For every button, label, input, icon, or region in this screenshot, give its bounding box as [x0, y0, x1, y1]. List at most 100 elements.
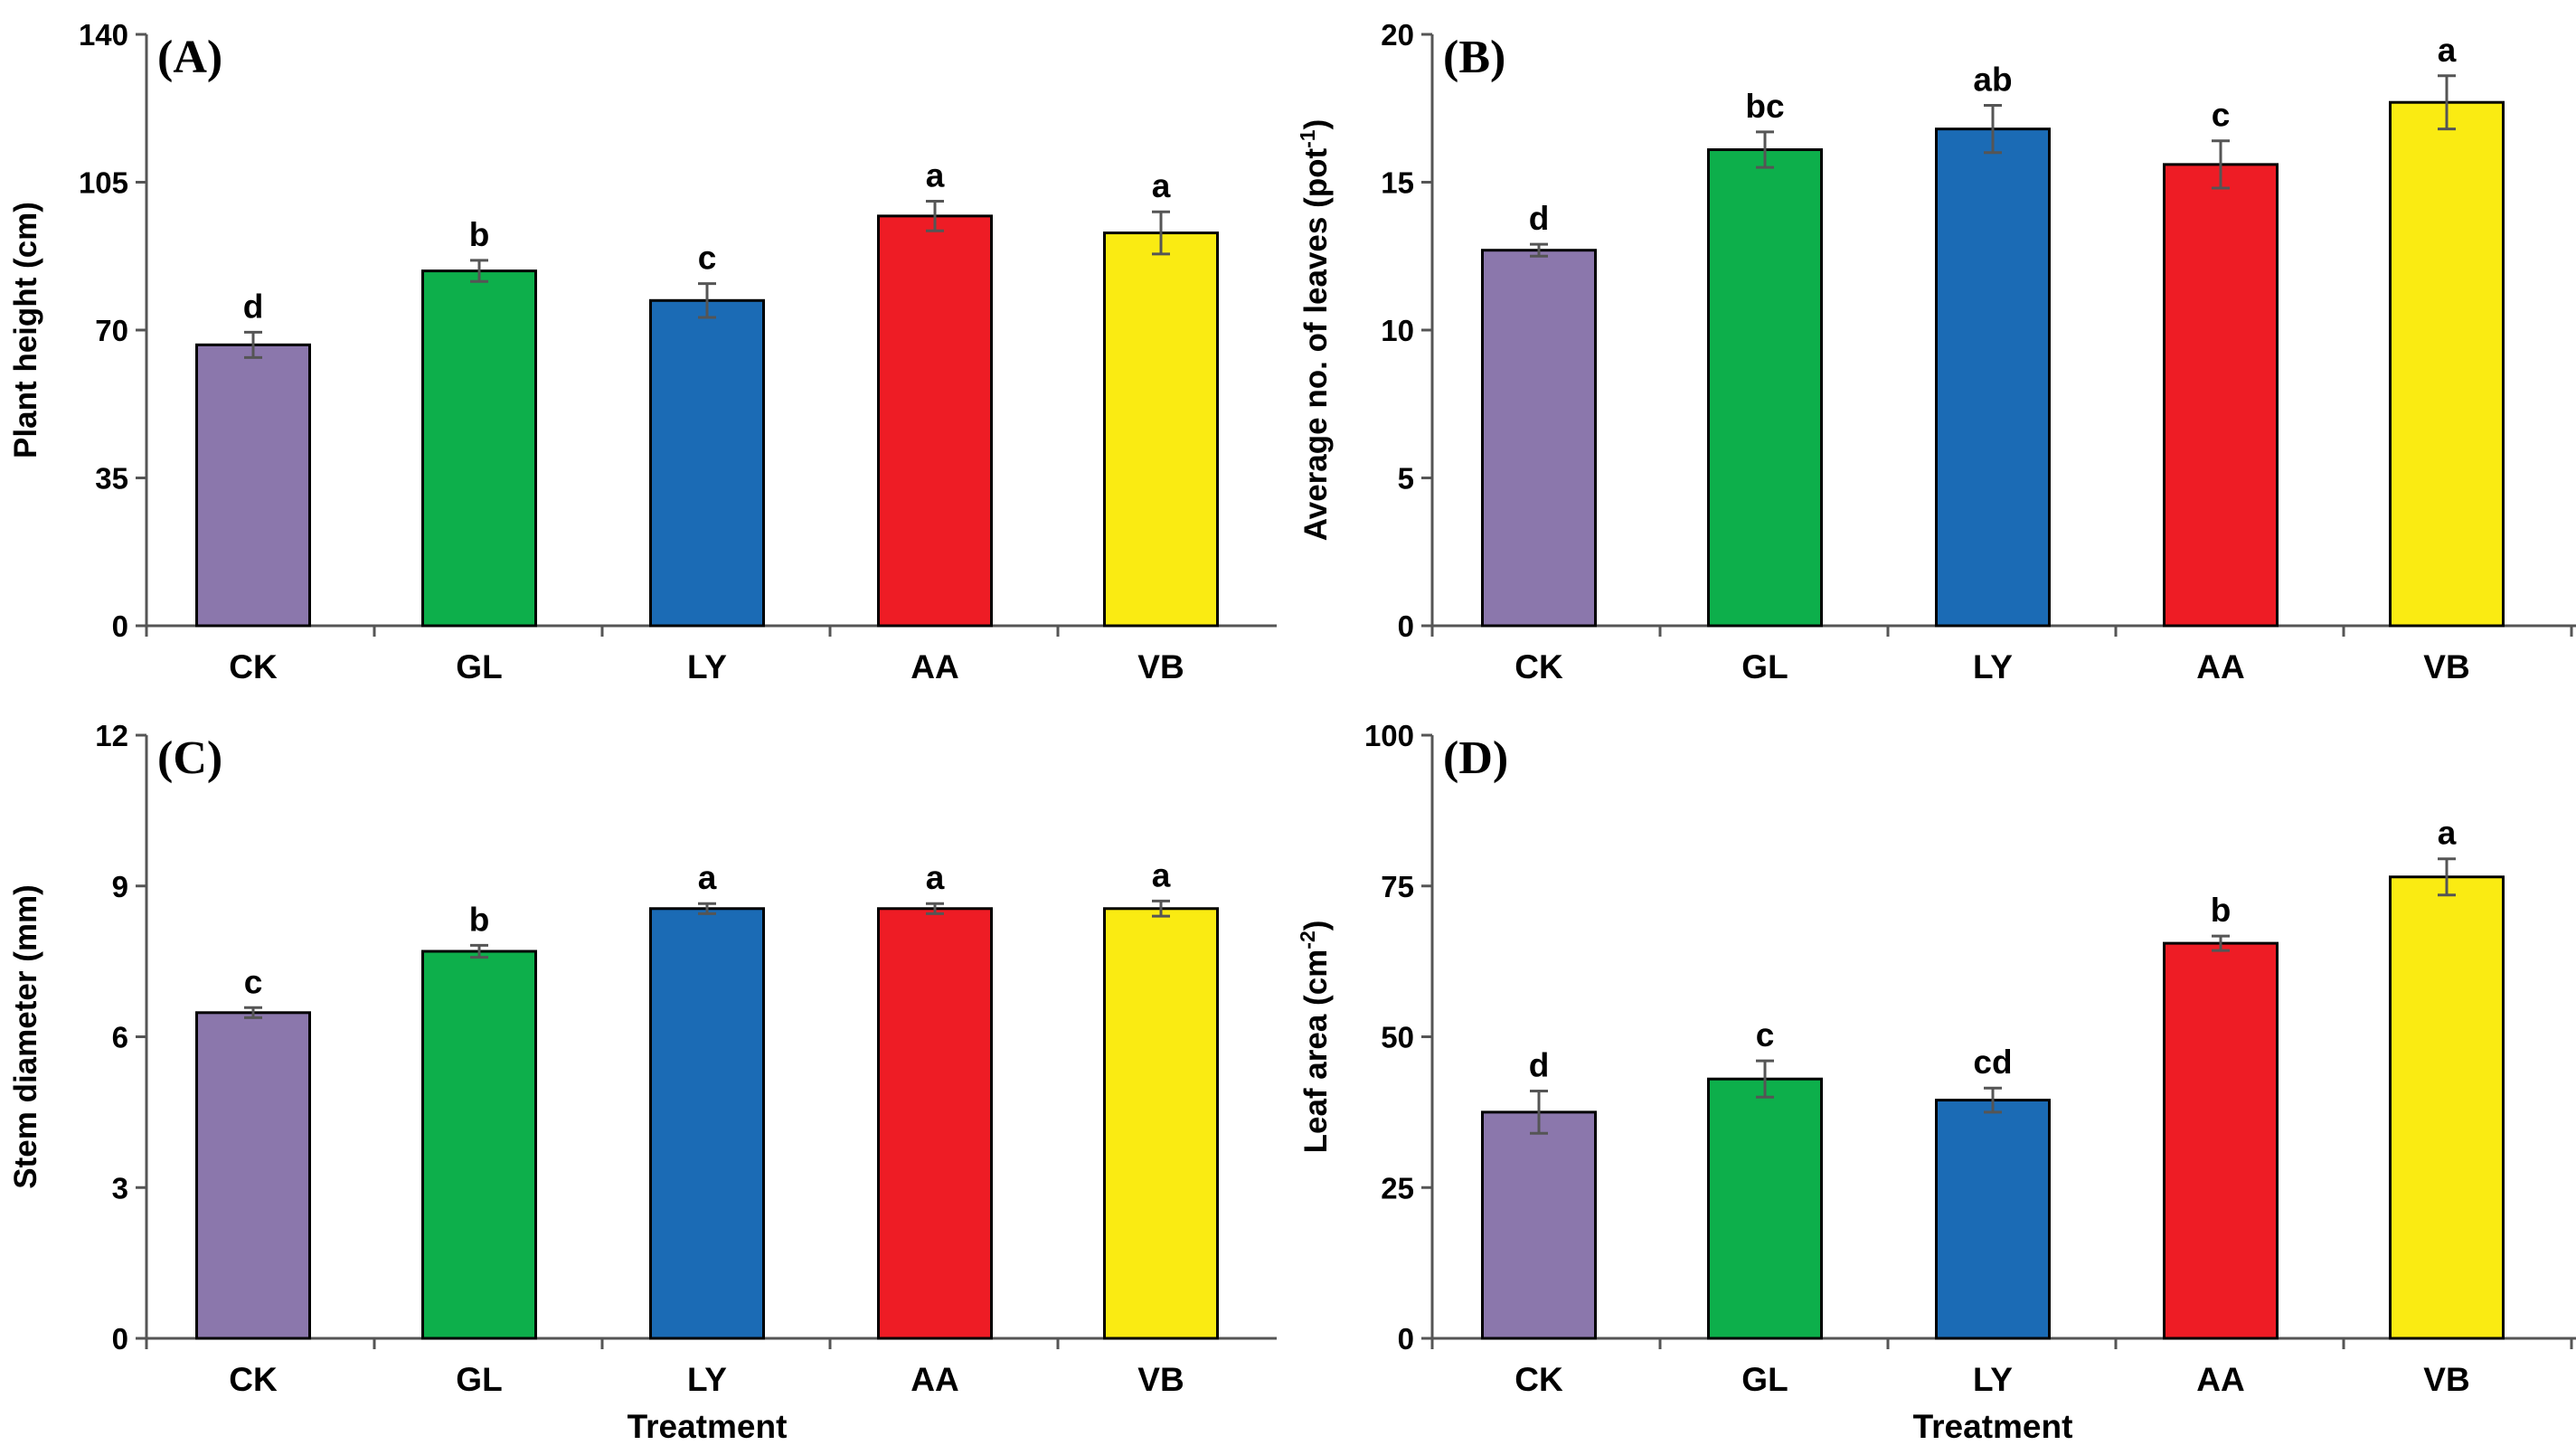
significance-letter: cd [1973, 1044, 2012, 1081]
x-category-label: AA [911, 1361, 958, 1398]
y-tick-label: 25 [1381, 1171, 1414, 1205]
y-tick-label: 100 [1364, 719, 1414, 752]
error-bar-aa [2212, 934, 2230, 952]
y-tick-label: 0 [112, 1322, 128, 1356]
chart-svg-1: 0 35 70 105 140 d CK b GL c LY a AA a VB (A) Plant heigh… [8, 18, 1277, 685]
error-bar-gl [470, 943, 488, 959]
y-tick-label: 20 [1381, 18, 1414, 52]
y-tick-label: 0 [1398, 609, 1414, 643]
bar-ck [1481, 249, 1597, 628]
x-category-label: GL [456, 648, 502, 685]
bar-aa [2163, 941, 2279, 1340]
significance-letter: a [2438, 815, 2457, 852]
x-category-label: GL [456, 1361, 502, 1398]
error-bar-gl [1756, 130, 1774, 169]
chart-panel-2: 0 5 10 15 20 d CK bc GL ab LY c AA a VB (B) Average no. … [1277, 0, 2576, 705]
bar-gl [1707, 148, 1823, 628]
x-category-label: AA [911, 648, 958, 685]
bar-ly [1935, 1099, 2051, 1340]
significance-letter: b [469, 901, 490, 938]
significance-letter: d [1529, 200, 1550, 237]
panel-label: (A) [157, 32, 222, 83]
bar-ly [649, 907, 765, 1340]
bar-gl [1707, 1077, 1823, 1340]
y-tick-label: 9 [112, 870, 128, 903]
x-axis-title: Treatment [1913, 1408, 2073, 1445]
error-bar-ck [244, 1006, 262, 1019]
error-bar-ck [1530, 242, 1548, 258]
x-category-label: LY [687, 648, 727, 685]
y-tick-label: 105 [79, 166, 128, 200]
x-category-label: CK [1514, 648, 1563, 685]
significance-letter: a [2438, 32, 2457, 69]
bar-gl [421, 950, 537, 1340]
significance-letter: ab [1973, 61, 2012, 98]
bar-gl [421, 269, 537, 628]
chart-svg-4: 0 25 50 75 100 d CK c GL cd LY b AA a VB (D) Leaf area (… [1296, 719, 2576, 1445]
x-category-label: LY [687, 1361, 727, 1398]
x-category-label: VB [2423, 648, 2469, 685]
significance-letter: b [2211, 892, 2232, 929]
y-tick-label: 50 [1381, 1021, 1414, 1054]
error-bar-aa [926, 902, 944, 915]
x-category-label: VB [1137, 648, 1184, 685]
x-category-label: CK [1514, 1361, 1563, 1398]
y-tick-label: 12 [95, 719, 128, 752]
y-tick-label: 10 [1381, 314, 1414, 347]
y-axis-title: Average no. of leaves (pot-1) [1296, 119, 1334, 541]
y-tick-label: 0 [1398, 1322, 1414, 1356]
y-axis-title: Plant height (cm) [8, 202, 43, 458]
panel-label: (D) [1443, 732, 1508, 784]
x-category-label: LY [1973, 1361, 2013, 1398]
error-bar-vb [1152, 899, 1170, 918]
y-tick-label: 3 [112, 1171, 128, 1205]
bar-vb [1103, 231, 1219, 628]
panel-label: (B) [1443, 32, 1505, 83]
chart-panel-3: 0 3 6 9 12 c CK b GL a LY a AA a VB (C) Stem diameter (m… [0, 705, 1277, 1455]
chart-panel-4: 0 25 50 75 100 d CK c GL cd LY b AA a VB (D) Leaf area (… [1277, 705, 2576, 1455]
significance-letter: a [698, 859, 717, 896]
significance-letter: c [1756, 1016, 1775, 1053]
x-category-label: VB [2423, 1361, 2469, 1398]
bar-ly [1935, 128, 2051, 628]
error-bar-vb [2438, 74, 2456, 131]
x-category-label: GL [1741, 1361, 1788, 1398]
y-tick-label: 75 [1381, 870, 1414, 903]
error-bar-gl [1756, 1059, 1774, 1099]
y-tick-label: 6 [112, 1021, 128, 1054]
bar-ck [195, 343, 311, 628]
y-axis-title: Leaf area (cm-2) [1296, 921, 1334, 1154]
error-bar-ck [1530, 1090, 1548, 1135]
error-bar-ly [1984, 103, 2002, 155]
bar-vb [2389, 875, 2505, 1340]
y-axis-title: Stem diameter (mm) [8, 884, 43, 1188]
significance-letter: a [926, 157, 945, 194]
x-category-label: VB [1137, 1361, 1184, 1398]
error-bar-ly [698, 282, 716, 319]
significance-letter: c [2212, 97, 2231, 134]
y-tick-label: 35 [95, 462, 128, 496]
y-tick-label: 15 [1381, 166, 1414, 200]
error-bar-ly [1984, 1086, 2002, 1114]
x-category-label: CK [229, 1361, 278, 1398]
significance-letter: b [469, 216, 490, 253]
chart-svg-2: 0 5 10 15 20 d CK bc GL ab LY c AA a VB (B) Average no. … [1296, 18, 2576, 685]
significance-letter: c [698, 240, 717, 277]
bar-aa [877, 214, 993, 628]
significance-letter: d [243, 288, 264, 325]
bar-vb [2389, 100, 2505, 628]
significance-letter: c [244, 963, 263, 1000]
y-tick-label: 0 [112, 609, 128, 643]
y-tick-label: 140 [79, 18, 128, 52]
error-bar-ly [698, 902, 716, 915]
x-category-label: GL [1741, 648, 1788, 685]
significance-letter: a [1152, 167, 1171, 204]
significance-letter: a [1152, 856, 1171, 893]
chart-panel-1: 0 35 70 105 140 d CK b GL c LY a AA a VB (A) Plant heigh… [0, 0, 1277, 705]
y-tick-label: 5 [1398, 462, 1414, 496]
error-bar-vb [1152, 210, 1170, 256]
bar-ck [195, 1011, 311, 1340]
significance-letter: bc [1745, 88, 1784, 125]
bar-ck [1481, 1110, 1597, 1340]
error-bar-aa [926, 200, 944, 232]
